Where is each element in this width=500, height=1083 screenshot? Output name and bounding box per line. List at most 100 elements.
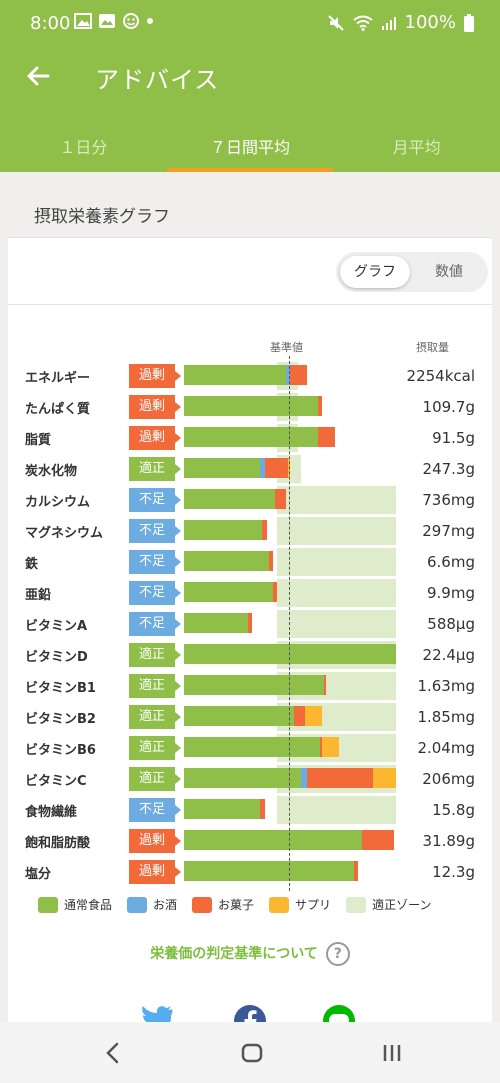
- nutrient-name: ビタミンC: [25, 774, 87, 789]
- legend-swatch: [346, 896, 367, 913]
- tab-7day-average[interactable]: ７日間平均: [166, 110, 334, 172]
- intake-value: 6.6mg: [427, 553, 475, 571]
- status-badge: 過剰: [129, 426, 181, 450]
- intake-bar: [184, 427, 335, 447]
- legend-item: サプリ: [269, 896, 331, 913]
- emoji-icon: [123, 13, 139, 29]
- supplement-segment: [304, 706, 322, 726]
- values-view-button[interactable]: 数値: [435, 264, 463, 280]
- system-nav-bar: [0, 1022, 500, 1083]
- nav-back-icon[interactable]: [98, 1038, 128, 1068]
- view-toggle: グラフ 数値: [336, 252, 488, 292]
- intake-bar: [184, 520, 267, 540]
- dot-icon: [147, 18, 153, 24]
- food-segment: [184, 706, 295, 726]
- legend-swatch: [192, 896, 213, 913]
- battery-percent: 100%: [404, 12, 456, 33]
- legend-swatch: [127, 896, 148, 913]
- legend-label: 適正ゾーン: [372, 898, 432, 912]
- period-tabs: １日分 ７日間平均 月平均: [0, 110, 500, 172]
- intake-value: 12.3g: [432, 863, 475, 881]
- status-badge: 適正: [129, 736, 181, 760]
- status-badge: 不足: [129, 581, 181, 605]
- intake-value: 297mg: [422, 522, 475, 540]
- legend-swatch: [269, 896, 290, 913]
- status-badge: 適正: [129, 674, 181, 698]
- nutrient-graph-card: 摂取栄養素グラフ グラフ 数値 基準値 摂取量 エネルギー 過剰 2254kcal た…: [8, 186, 492, 1036]
- gallery-icon: [74, 13, 92, 29]
- appropriate-zone: [277, 548, 396, 576]
- food-segment: [184, 489, 276, 509]
- snack-segment: [294, 706, 305, 726]
- status-badge: 不足: [129, 488, 181, 512]
- nutrient-row: 飽和脂肪酸 過剰 31.89g: [8, 827, 492, 855]
- status-badge: 過剰: [129, 829, 181, 853]
- criteria-link[interactable]: 栄養価の判定基準について?: [8, 942, 492, 966]
- supplement-segment: [372, 768, 396, 788]
- food-segment: [184, 427, 318, 447]
- nutrient-name: 飽和脂肪酸: [25, 836, 91, 851]
- intake-value: 247.3g: [422, 460, 475, 478]
- intake-value: 109.7g: [422, 398, 475, 416]
- food-segment: [184, 520, 263, 540]
- status-badge: 適正: [129, 457, 181, 481]
- nutrient-name: 鉄: [25, 557, 39, 572]
- intake-bar: [184, 644, 396, 664]
- status-badge: 不足: [129, 612, 181, 636]
- intake-bar: [184, 365, 307, 385]
- intake-bar: [184, 489, 286, 509]
- intake-bar: [184, 675, 327, 695]
- system-icons: 100%: [327, 12, 474, 33]
- status-badge: 過剰: [129, 364, 181, 388]
- snack-segment: [273, 582, 278, 602]
- intake-value: 206mg: [422, 770, 475, 788]
- legend: 通常食品 お酒 お菓子 サプリ 適正ゾーン: [38, 896, 478, 913]
- nutrient-name: 脂質: [25, 433, 52, 448]
- tab-monthly-average[interactable]: 月平均: [392, 138, 441, 157]
- tab-daily[interactable]: １日分: [59, 138, 108, 157]
- nav-home-icon[interactable]: [237, 1038, 267, 1068]
- criteria-link-label: 栄養価の判定基準について: [150, 946, 318, 962]
- legend-swatch: [38, 896, 58, 913]
- alcohol-segment: [260, 458, 265, 478]
- nutrient-name: ビタミンA: [25, 619, 88, 634]
- food-segment: [184, 365, 286, 385]
- snack-segment: [264, 458, 288, 478]
- nutrient-row: ビタミンB2 適正 1.85mg: [8, 703, 492, 731]
- appropriate-zone: [277, 517, 396, 545]
- snack-segment: [275, 489, 286, 509]
- intake-value: 2254kcal: [406, 367, 475, 385]
- status-badge: 適正: [129, 643, 181, 667]
- nutrient-row: 亜鉛 不足 9.9mg: [8, 579, 492, 607]
- app-bar: アドバイス: [0, 48, 500, 110]
- back-arrow-icon[interactable]: [22, 60, 54, 92]
- intake-bar: [184, 458, 290, 478]
- nutrient-row: 炭水化物 適正 247.3g: [8, 455, 492, 483]
- nutrient-row: ビタミンC 適正 206mg: [8, 765, 492, 793]
- legend-label: 通常食品: [64, 898, 113, 912]
- nutrient-name: ビタミンB1: [25, 681, 96, 696]
- legend-item: 通常食品: [38, 896, 112, 913]
- food-segment: [184, 861, 354, 881]
- nav-recents-icon[interactable]: [377, 1038, 407, 1068]
- appropriate-zone: [277, 796, 396, 824]
- legend-label: お菓子: [218, 898, 255, 912]
- snack-segment: [319, 737, 322, 757]
- snack-segment: [317, 427, 335, 447]
- graph-view-button[interactable]: グラフ: [340, 256, 410, 288]
- food-segment: [184, 768, 301, 788]
- legend-item: お菓子: [192, 896, 254, 913]
- snack-segment: [306, 768, 373, 788]
- legend-label: サプリ: [295, 898, 332, 912]
- intake-value: 22.4μg: [422, 646, 475, 664]
- nutrient-row: ビタミンD 適正 22.4μg: [8, 641, 492, 669]
- help-icon[interactable]: ?: [325, 942, 350, 966]
- intake-bar: [184, 613, 252, 633]
- nutrient-row: たんぱく質 過剰 109.7g: [8, 393, 492, 421]
- snack-segment: [289, 365, 307, 385]
- intake-value: 15.8g: [432, 801, 475, 819]
- snack-segment: [247, 613, 252, 633]
- food-segment: [184, 830, 363, 850]
- nutrient-row: 塩分 過剰 12.3g: [8, 858, 492, 886]
- snack-segment: [362, 830, 394, 850]
